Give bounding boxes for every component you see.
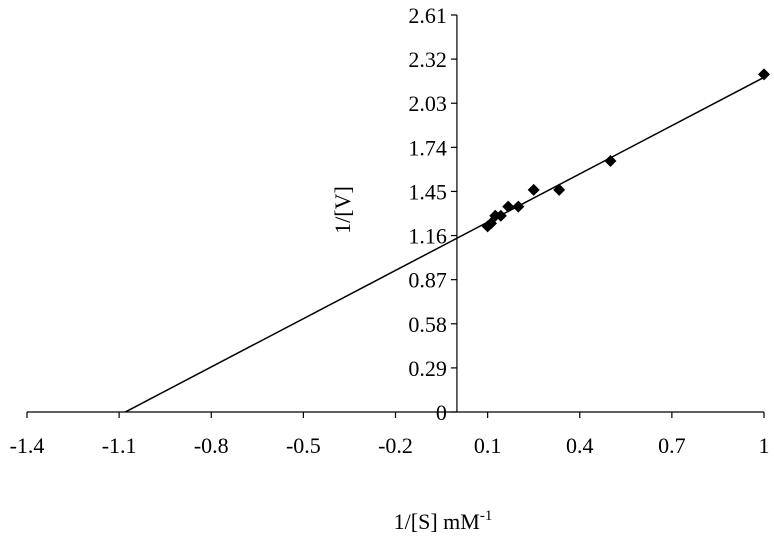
x-axis-title: 1/[S] mM-1: [394, 508, 493, 534]
data-point: [604, 155, 617, 168]
y-tick-label: 2.32: [408, 47, 447, 72]
y-tick-label: 0.29: [408, 356, 447, 381]
data-points: [481, 68, 770, 233]
x-axis-title-main: 1/[S] mM: [394, 509, 480, 534]
data-point: [494, 209, 507, 222]
y-tick-label: 2.61: [408, 3, 447, 28]
trendline-group: [124, 76, 765, 413]
x-axis-title-superscript: -1: [480, 508, 493, 524]
axes: [27, 15, 764, 413]
data-point: [758, 68, 770, 81]
data-point: [512, 200, 525, 213]
x-tick-label: -1.4: [10, 433, 45, 458]
y-tick-label: 0.87: [408, 268, 447, 293]
x-tick-label: -1.1: [102, 433, 137, 458]
y-tick-label: 2.03: [408, 91, 447, 116]
x-tick-label: 0.4: [566, 433, 594, 458]
data-point: [527, 183, 540, 196]
data-point: [502, 200, 515, 213]
y-tick-label: 1.74: [408, 135, 447, 160]
x-tick-label: -0.2: [378, 433, 413, 458]
x-tick-label: 0.1: [474, 433, 502, 458]
y-axis-title: 1/[V]: [330, 186, 355, 234]
x-ticks: -1.4 -1.1 -0.8 -0.5 -0.2 0.1 0.4 0.7 1: [10, 412, 770, 458]
y-tick-label: 1.16: [408, 224, 447, 249]
x-tick-label: -0.5: [286, 433, 321, 458]
y-ticks: 0 0.29 0.58 0.87 1.16 1.45 1.74 2.03 2.32 2.61: [408, 3, 457, 425]
y-tick-label: 1.45: [408, 179, 447, 204]
y-tick-label: 0: [436, 400, 447, 425]
x-tick-label: -0.8: [194, 433, 229, 458]
data-point: [553, 183, 566, 196]
trendline: [124, 76, 765, 413]
x-tick-label: 1: [759, 433, 770, 458]
y-tick-label: 0.58: [408, 312, 447, 337]
x-tick-label: 0.7: [658, 433, 686, 458]
